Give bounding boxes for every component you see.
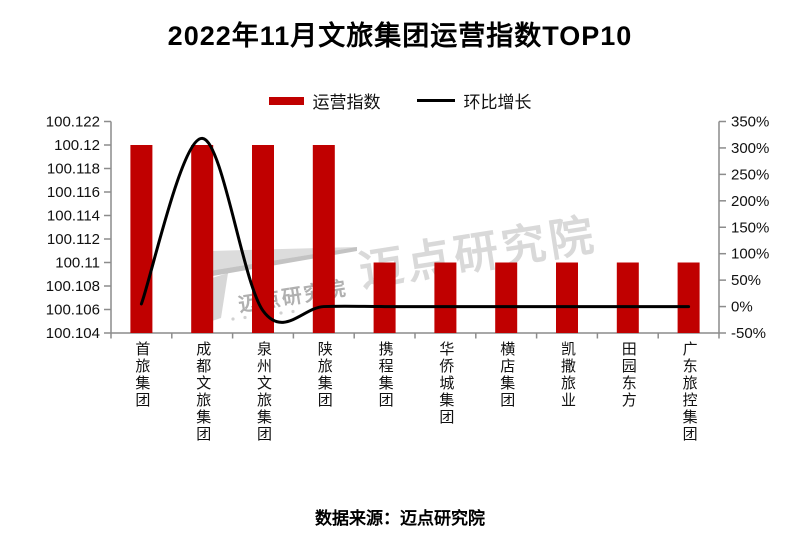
legend-bar-swatch <box>268 96 304 105</box>
left-axis-tick-label: 100.104 <box>46 325 100 342</box>
legend-line-label: 环比增长 <box>463 93 532 112</box>
bar <box>373 262 396 333</box>
chart-title: 2022年11月文旅集团运营指数TOP10 <box>167 21 633 51</box>
bar <box>191 145 214 333</box>
right-axis-tick-label: -50% <box>731 325 766 342</box>
bar <box>312 145 335 333</box>
right-axis-tick-label: 200% <box>731 193 769 210</box>
left-axis-tick-label: 100.112 <box>47 231 100 248</box>
legend-line-swatch <box>416 99 455 102</box>
bar <box>495 262 518 333</box>
bar-series <box>130 145 700 333</box>
left-axis-tick-label: 100.122 <box>46 114 100 131</box>
legend-item-bar: 运营指数 <box>268 88 381 113</box>
left-axis-tick-label: 100.116 <box>47 184 100 201</box>
right-axis-tick-label: 300% <box>731 140 769 157</box>
left-axis-tick-label: 100.108 <box>46 278 100 295</box>
bar <box>556 262 578 333</box>
growth-line <box>139 136 691 324</box>
right-axis-tick-label: 150% <box>731 219 769 236</box>
source-note: 数据来源：迈点研究院 <box>315 509 485 528</box>
bar <box>252 145 274 333</box>
right-axis-tick-label: 50% <box>731 272 761 289</box>
right-axis-tick-label: 250% <box>731 166 769 183</box>
bar <box>677 262 700 333</box>
legend-item-line: 环比增长 <box>416 88 532 113</box>
right-axis-tick-label: 350% <box>731 114 769 131</box>
left-axis-tick-label: 100.106 <box>46 302 100 319</box>
right-axis-tick-label: 100% <box>731 246 769 263</box>
left-axis-tick-label: 100.114 <box>47 208 100 225</box>
right-axis-tick-label: 0% <box>731 299 753 316</box>
legend: 运营指数 环比增长 <box>0 88 800 113</box>
legend-bar-label: 运营指数 <box>312 93 381 112</box>
bar <box>434 262 457 333</box>
bar <box>616 262 639 333</box>
left-axis-tick-label: 100.11 <box>55 255 100 272</box>
left-axis-tick-label: 100.12 <box>54 137 100 154</box>
left-axis-tick-label: 100.118 <box>47 161 100 178</box>
